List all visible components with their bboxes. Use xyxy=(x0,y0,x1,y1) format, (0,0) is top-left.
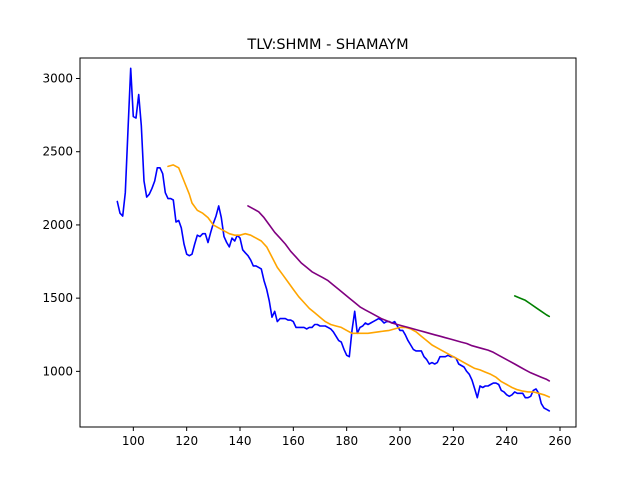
y-tick-label: 1000 xyxy=(42,364,73,378)
x-tick-label: 120 xyxy=(175,434,198,448)
series-group xyxy=(116,67,551,412)
y-tick-label: 2000 xyxy=(42,218,73,232)
y-axis: 1000 1500 2000 2500 3000 xyxy=(42,72,80,378)
y-tick-label: 3000 xyxy=(42,72,73,86)
plot-frame xyxy=(79,57,577,428)
chart-title: TLV:SHMM - SHAMAYM xyxy=(246,37,408,53)
x-tick-label: 260 xyxy=(549,434,572,448)
series-line-3 xyxy=(247,205,551,382)
x-tick-label: 240 xyxy=(495,434,518,448)
x-tick-label: 140 xyxy=(229,434,252,448)
series-line-2 xyxy=(167,164,551,398)
series-line-4 xyxy=(513,295,551,318)
series-line-1 xyxy=(116,67,551,412)
x-axis: 100 120 140 160 180 200 220 240 260 xyxy=(122,427,572,448)
y-tick-label: 2500 xyxy=(42,145,73,159)
x-tick-label: 180 xyxy=(335,434,358,448)
y-tick-label: 1500 xyxy=(42,291,73,305)
x-tick-label: 220 xyxy=(442,434,465,448)
x-tick-label: 160 xyxy=(282,434,305,448)
x-tick-label: 100 xyxy=(122,434,145,448)
x-tick-label: 200 xyxy=(389,434,412,448)
